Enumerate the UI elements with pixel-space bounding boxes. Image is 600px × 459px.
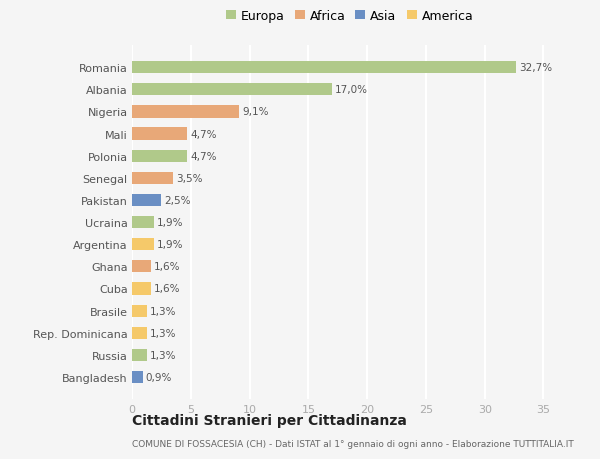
Text: 1,9%: 1,9% [157, 218, 184, 228]
Text: 32,7%: 32,7% [520, 63, 553, 73]
Text: 2,5%: 2,5% [164, 196, 191, 206]
Text: 0,9%: 0,9% [146, 372, 172, 382]
Bar [132, 327, 147, 339]
Text: 4,7%: 4,7% [190, 129, 217, 139]
Text: 1,6%: 1,6% [154, 284, 180, 294]
Bar [132, 239, 154, 251]
Bar [132, 173, 173, 185]
Bar [132, 261, 151, 273]
Text: 1,3%: 1,3% [150, 350, 177, 360]
Bar [132, 84, 332, 96]
Bar [132, 150, 187, 162]
Bar [132, 283, 151, 295]
Bar [132, 217, 154, 229]
Bar [132, 62, 517, 74]
Text: 1,3%: 1,3% [150, 306, 177, 316]
Text: 1,6%: 1,6% [154, 262, 180, 272]
Bar [132, 305, 147, 317]
Bar [132, 106, 239, 118]
Bar [132, 371, 143, 383]
Text: 9,1%: 9,1% [242, 107, 268, 117]
Text: Cittadini Stranieri per Cittadinanza: Cittadini Stranieri per Cittadinanza [132, 414, 407, 428]
Bar [132, 128, 187, 140]
Bar [132, 195, 161, 207]
Bar [132, 349, 147, 361]
Text: COMUNE DI FOSSACESIA (CH) - Dati ISTAT al 1° gennaio di ogni anno - Elaborazione: COMUNE DI FOSSACESIA (CH) - Dati ISTAT a… [132, 439, 574, 448]
Text: 17,0%: 17,0% [335, 85, 368, 95]
Legend: Europa, Africa, Asia, America: Europa, Africa, Asia, America [226, 10, 473, 22]
Text: 3,5%: 3,5% [176, 174, 203, 184]
Text: 4,7%: 4,7% [190, 151, 217, 162]
Text: 1,9%: 1,9% [157, 240, 184, 250]
Text: 1,3%: 1,3% [150, 328, 177, 338]
